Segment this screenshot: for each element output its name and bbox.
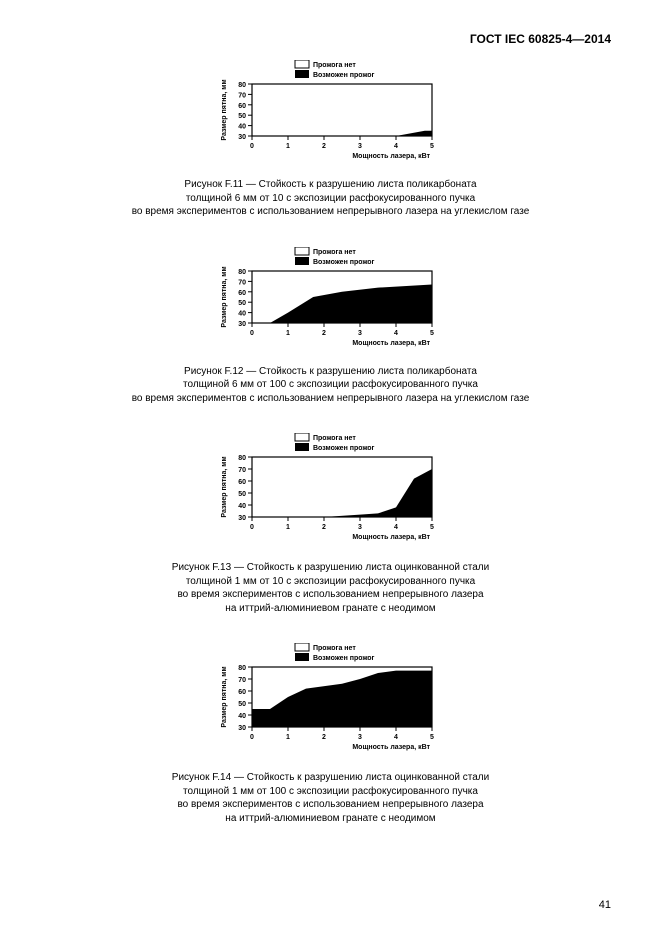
svg-text:Прожога нет: Прожога нет [313, 435, 356, 442]
caption-f13: Рисунок F.13 — Стойкость к разрушению ли… [91, 561, 571, 615]
caption-f11: Рисунок F.11 — Стойкость к разрушению ли… [91, 178, 571, 219]
caption-line: Рисунок F.12 — Стойкость к разрушению ли… [184, 366, 477, 377]
svg-text:0: 0 [250, 143, 254, 150]
svg-text:0: 0 [250, 330, 254, 337]
chart-f11: Прожога нет Возможен прожог 0 1 2 3 4 5 30 40 50 60… [216, 60, 446, 170]
svg-text:0: 0 [250, 734, 254, 741]
svg-text:0: 0 [250, 524, 254, 531]
svg-text:40: 40 [238, 124, 246, 131]
svg-text:70: 70 [238, 92, 246, 99]
svg-text:5: 5 [430, 734, 434, 741]
svg-text:2: 2 [322, 330, 326, 337]
svg-text:Возможен прожог: Возможен прожог [313, 445, 375, 452]
svg-text:1: 1 [286, 524, 290, 531]
caption-line: во время экспериментов с использованием … [177, 799, 483, 810]
svg-text:3: 3 [358, 143, 362, 150]
svg-text:70: 70 [238, 467, 246, 474]
caption-line: на иттрий-алюминиевом гранате с неодимом [225, 813, 435, 824]
page: ГОСТ IEC 60825-4—2014 Прожога нет Возможе… [0, 0, 661, 935]
caption-line: Рисунок F.14 — Стойкость к разрушению ли… [172, 772, 489, 783]
svg-text:Прожога нет: Прожога нет [313, 645, 356, 652]
caption-f12: Рисунок F.12 — Стойкость к разрушению ли… [91, 365, 571, 406]
svg-text:5: 5 [430, 143, 434, 150]
svg-text:Прожога нет: Прожога нет [313, 62, 356, 69]
svg-text:Размер пятна, мм: Размер пятна, мм [221, 456, 228, 517]
svg-text:Размер пятна, мм: Размер пятна, мм [221, 79, 228, 140]
caption-line: во время экспериментов с использованием … [132, 393, 530, 404]
chart-f12: Прожога нет Возможен прожог 0 1 2 3 4 5 30 40 50 60… [216, 247, 446, 357]
svg-text:Мощность лазера, кВт: Мощность лазера, кВт [352, 744, 430, 751]
svg-text:2: 2 [322, 143, 326, 150]
svg-text:60: 60 [238, 479, 246, 486]
caption-f14: Рисунок F.14 — Стойкость к разрушению ли… [91, 771, 571, 825]
svg-text:Мощность лазера, кВт: Мощность лазера, кВт [352, 340, 430, 347]
svg-text:50: 50 [238, 491, 246, 498]
svg-text:3: 3 [358, 734, 362, 741]
svg-text:30: 30 [238, 321, 246, 328]
svg-text:80: 80 [238, 269, 246, 276]
svg-text:50: 50 [238, 300, 246, 307]
doc-title: ГОСТ IEC 60825-4—2014 [50, 32, 611, 46]
chart-f13: Прожога нет Возможен прожог 0 1 2 3 4 5 30 40 50 60… [216, 433, 446, 553]
chart-f14: Прожога нет Возможен прожог 0 1 2 3 4 5 30 40 50 60… [216, 643, 446, 763]
svg-text:4: 4 [394, 330, 398, 337]
svg-text:40: 40 [238, 713, 246, 720]
svg-text:Размер пятна, мм: Размер пятна, мм [221, 666, 228, 727]
caption-line: толщиной 1 мм от 10 с экспозиции расфоку… [186, 576, 475, 587]
figure-f13: Прожога нет Возможен прожог 0 1 2 3 4 5 30 40 50 60… [50, 433, 611, 615]
svg-text:30: 30 [238, 515, 246, 522]
caption-line: толщиной 1 мм от 100 с экспозиции расфок… [183, 786, 478, 797]
svg-text:70: 70 [238, 677, 246, 684]
svg-text:Мощность лазера, кВт: Мощность лазера, кВт [352, 153, 430, 160]
caption-line: Рисунок F.11 — Стойкость к разрушению ли… [184, 179, 476, 190]
svg-text:1: 1 [286, 143, 290, 150]
svg-text:Размер пятна, мм: Размер пятна, мм [221, 266, 228, 327]
svg-text:Прожога нет: Прожога нет [313, 249, 356, 256]
svg-text:3: 3 [358, 524, 362, 531]
caption-line: на иттрий-алюминиевом гранате с неодимом [225, 603, 435, 614]
caption-line: во время экспериментов с использованием … [177, 589, 483, 600]
svg-text:80: 80 [238, 665, 246, 672]
caption-line: во время экспериментов с использованием … [132, 206, 530, 217]
svg-text:Возможен прожог: Возможен прожог [313, 72, 375, 79]
svg-text:Мощность лазера, кВт: Мощность лазера, кВт [352, 534, 430, 541]
svg-text:60: 60 [238, 689, 246, 696]
svg-text:4: 4 [394, 524, 398, 531]
svg-text:60: 60 [238, 289, 246, 296]
svg-text:60: 60 [238, 103, 246, 110]
svg-text:2: 2 [322, 524, 326, 531]
svg-text:Возможен прожог: Возможен прожог [313, 259, 375, 266]
svg-text:4: 4 [394, 734, 398, 741]
caption-line: толщиной 6 мм от 100 с экспозиции расфок… [183, 379, 478, 390]
svg-text:Возможен прожог: Возможен прожог [313, 655, 375, 662]
figure-f12: Прожога нет Возможен прожог 0 1 2 3 4 5 30 40 50 60… [50, 247, 611, 406]
svg-text:3: 3 [358, 330, 362, 337]
page-number: 41 [599, 899, 611, 911]
svg-text:80: 80 [238, 82, 246, 89]
caption-line: Рисунок F.13 — Стойкость к разрушению ли… [172, 562, 489, 573]
caption-line: толщиной 6 мм от 10 с экспозиции расфоку… [186, 193, 475, 204]
svg-text:4: 4 [394, 143, 398, 150]
svg-text:40: 40 [238, 310, 246, 317]
svg-text:1: 1 [286, 734, 290, 741]
svg-text:80: 80 [238, 455, 246, 462]
svg-text:40: 40 [238, 503, 246, 510]
svg-text:30: 30 [238, 134, 246, 141]
svg-text:5: 5 [430, 524, 434, 531]
figure-f11: Прожога нет Возможен прожог 0 1 2 3 4 5 30 40 50 60… [50, 60, 611, 219]
svg-text:5: 5 [430, 330, 434, 337]
svg-text:2: 2 [322, 734, 326, 741]
svg-text:30: 30 [238, 725, 246, 732]
svg-text:50: 50 [238, 701, 246, 708]
svg-text:70: 70 [238, 279, 246, 286]
figure-f14: Прожога нет Возможен прожог 0 1 2 3 4 5 30 40 50 60… [50, 643, 611, 825]
svg-text:1: 1 [286, 330, 290, 337]
svg-text:50: 50 [238, 113, 246, 120]
